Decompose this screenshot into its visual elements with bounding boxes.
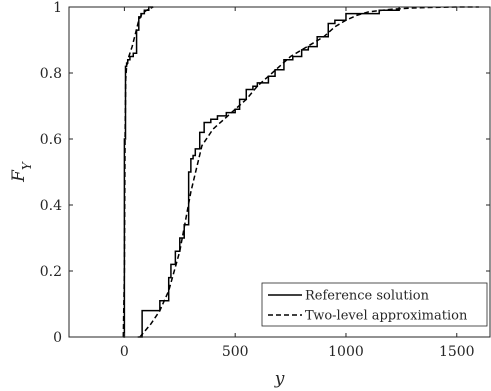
approximation-series-1 <box>122 6 154 338</box>
y-tick-label: 0 <box>53 330 62 346</box>
y-axis-title: FY <box>9 161 34 183</box>
y-tick-label: 0.2 <box>40 264 62 280</box>
legend: Reference solution Two-level approximati… <box>261 282 488 327</box>
x-tick-label: 1500 <box>439 344 475 360</box>
x-axis-title: y <box>274 369 285 389</box>
x-tick-label: 500 <box>222 344 249 360</box>
tick-layer: 0 500 1000 1500 0 0.2 0.4 0.6 0.8 1 <box>40 0 490 360</box>
series-layer <box>122 6 479 338</box>
approximation-series-3 <box>139 6 479 338</box>
plot-box <box>68 6 491 338</box>
y-axis-title-main: F <box>9 169 29 183</box>
legend-label-approximation: Two-level approximation <box>305 309 468 324</box>
y-tick-label: 1 <box>53 0 62 16</box>
y-tick-label: 0.8 <box>40 66 62 82</box>
legend-box <box>261 282 488 327</box>
legend-label-reference: Reference solution <box>305 289 430 304</box>
x-tick-label: 0 <box>120 344 129 360</box>
y-tick-label: 0.4 <box>40 198 62 214</box>
plot-background <box>69 7 490 337</box>
y-tick-label: 0.6 <box>40 132 62 148</box>
x-tick-label: 1000 <box>328 344 364 360</box>
y-axis-title-sub: Y <box>20 161 34 170</box>
